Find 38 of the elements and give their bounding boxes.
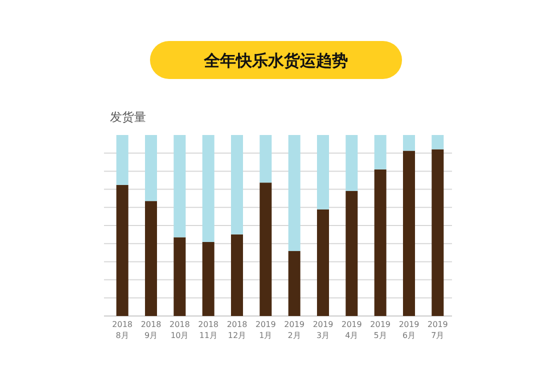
chart-title: 全年快乐水货运趋势 (203, 51, 348, 70)
bar (202, 242, 214, 316)
x-tick-label: 2019 5月 (370, 320, 391, 340)
bar (145, 135, 157, 202)
bar (260, 135, 272, 183)
bar (174, 237, 186, 316)
bar (346, 135, 358, 191)
x-tick-label: 2018 9月 (140, 320, 162, 340)
y-axis-title: 发货量 (110, 110, 146, 124)
bar (317, 135, 329, 210)
bar (346, 190, 358, 316)
bar (145, 201, 157, 316)
x-tick-label: 2019 2月 (284, 320, 305, 340)
bar (403, 135, 415, 151)
x-tick-label: 2018 12月 (226, 320, 248, 340)
bar (432, 135, 444, 150)
x-tick-label: 2019 4月 (341, 320, 362, 340)
bar (432, 149, 444, 316)
bar (116, 135, 128, 185)
bar (116, 184, 128, 316)
bar (231, 135, 243, 234)
x-tick-label: 2019 3月 (312, 320, 334, 340)
x-tick-label: 2019 7月 (427, 320, 448, 340)
x-tick-label: 2018 8月 (112, 320, 133, 340)
bar (317, 209, 329, 316)
bar (403, 150, 415, 316)
bar (174, 135, 186, 238)
bar (231, 234, 243, 316)
x-tick-label: 2018 11月 (198, 320, 219, 340)
bar (288, 251, 300, 316)
bar (374, 135, 386, 170)
bar (374, 169, 386, 316)
bar (288, 135, 300, 252)
bar (260, 182, 272, 316)
x-tick-label: 2018 10月 (169, 320, 190, 340)
x-tick-label: 2019 1月 (255, 320, 276, 340)
x-tick-label: 2019 6月 (398, 320, 420, 340)
bar (202, 135, 214, 242)
